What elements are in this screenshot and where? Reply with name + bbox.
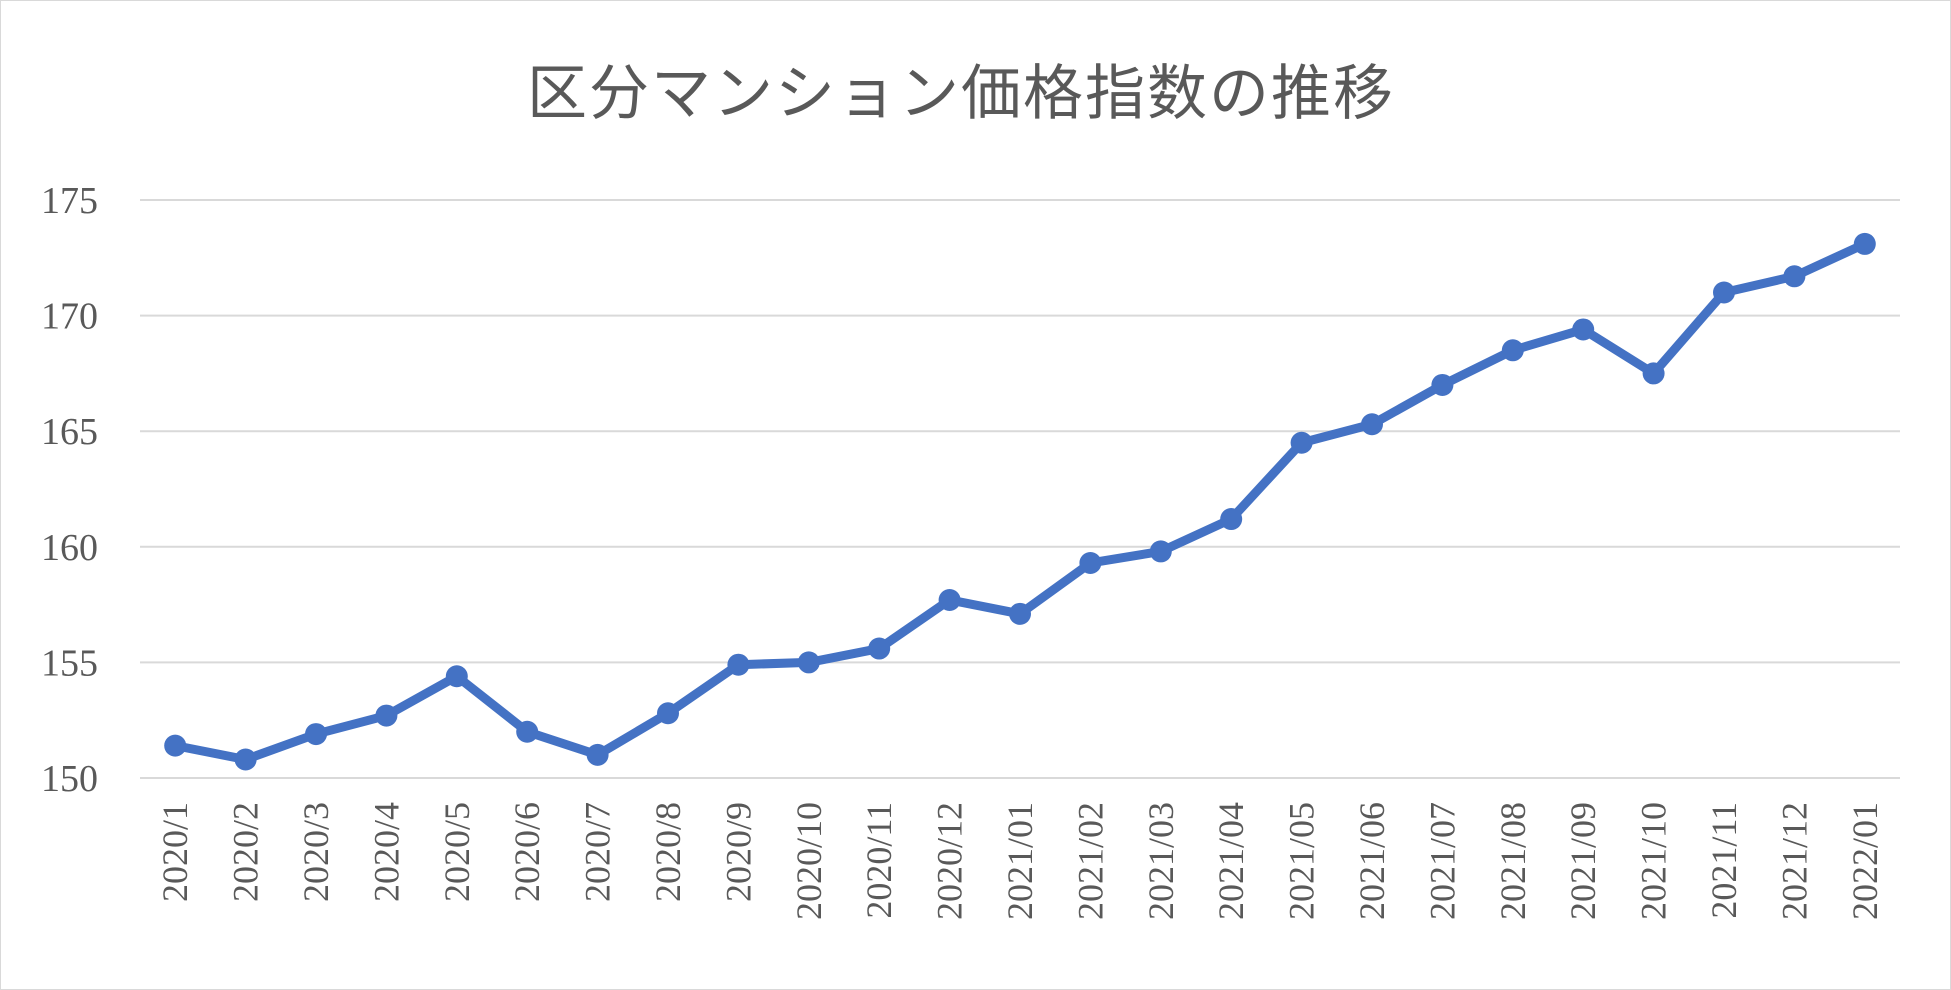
data-point (1290, 431, 1313, 454)
data-point (234, 748, 257, 771)
x-tick-label: 2022/01 (1845, 802, 1885, 920)
x-tick-label: 2021/10 (1634, 802, 1674, 920)
data-point (1431, 373, 1454, 396)
x-tick-label: 2020/9 (718, 802, 758, 902)
x-tick-label: 2021/04 (1211, 802, 1251, 920)
data-point (305, 723, 327, 746)
data-point (797, 651, 820, 674)
x-tick-label: 2020/1 (155, 802, 195, 902)
data-point (1079, 551, 1102, 574)
data-point (516, 720, 539, 743)
data-point (1009, 602, 1031, 625)
data-point (938, 588, 961, 611)
x-tick-label: 2021/03 (1141, 802, 1181, 920)
data-point (375, 704, 398, 727)
data-point (1501, 339, 1524, 362)
x-tick-label: 2020/3 (296, 802, 336, 902)
data-point (1853, 232, 1876, 255)
data-point (1361, 413, 1383, 436)
data-point (445, 665, 468, 688)
data-point (727, 653, 750, 676)
y-tick-label: 175 (41, 180, 98, 222)
x-tick-label: 2020/8 (648, 802, 688, 902)
x-tick-label: 2021/05 (1282, 802, 1322, 920)
x-tick-label: 2021/09 (1563, 802, 1603, 920)
data-point (586, 743, 609, 766)
data-point (1149, 540, 1172, 563)
x-axis-ticks: 2020/1 2020/2 2020/3 2020/4 2020/5 2020/6 2020… (155, 802, 1885, 920)
chart-title: 区分マンション価格指数の推移 (527, 59, 1395, 129)
data-point (1783, 265, 1806, 288)
data-point (657, 702, 679, 725)
data-point (1572, 318, 1595, 341)
y-tick-label: 165 (41, 411, 98, 453)
series-layer (164, 232, 1876, 771)
x-tick-label: 2020/4 (366, 802, 406, 902)
x-tick-label: 2021/11 (1704, 802, 1744, 919)
x-tick-label: 2020/11 (859, 802, 899, 919)
y-axis-ticks: 150 155 160 165 170 175 (41, 180, 98, 800)
x-tick-label: 2020/12 (930, 802, 970, 920)
x-tick-label: 2020/2 (226, 802, 266, 902)
x-tick-label: 2020/10 (789, 802, 829, 920)
x-tick-label: 2020/5 (437, 802, 477, 902)
x-tick-label: 2021/06 (1352, 802, 1392, 920)
y-tick-label: 155 (41, 642, 98, 684)
x-tick-label: 2021/12 (1774, 802, 1814, 920)
data-point (1713, 281, 1735, 304)
y-tick-label: 160 (41, 527, 98, 569)
x-tick-label: 2020/7 (578, 802, 618, 902)
data-point (1220, 508, 1243, 531)
series-line (170, 239, 1870, 765)
data-point (1642, 362, 1665, 385)
x-tick-label: 2020/6 (507, 802, 547, 902)
data-point (868, 637, 891, 660)
x-tick-label: 2021/02 (1070, 802, 1110, 920)
data-point (164, 734, 187, 757)
x-tick-label: 2021/07 (1422, 802, 1462, 920)
y-tick-label: 170 (41, 296, 98, 338)
x-tick-label: 2021/01 (1000, 802, 1040, 920)
x-tick-label: 2021/08 (1493, 802, 1533, 920)
gridlines (140, 199, 1900, 779)
y-tick-label: 150 (41, 758, 98, 800)
